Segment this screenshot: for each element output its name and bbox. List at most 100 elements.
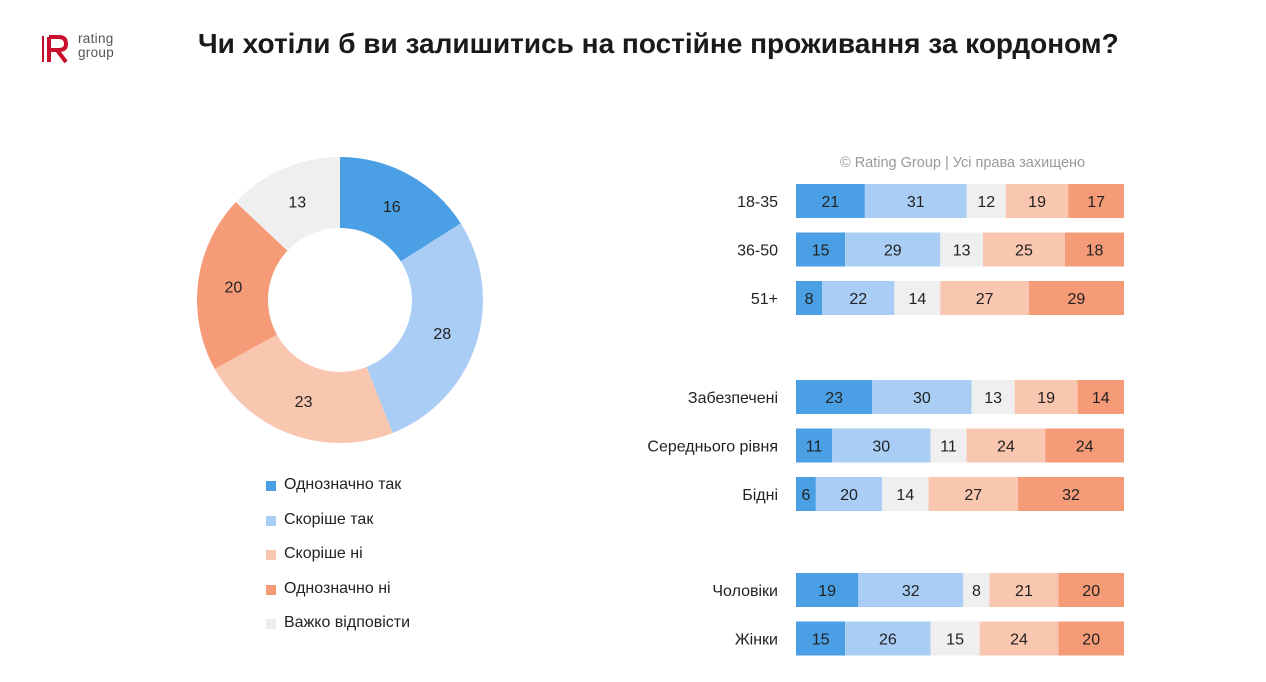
bar-segment-value: 15 <box>946 632 964 649</box>
bar-segment <box>832 428 931 463</box>
logo-r-mark <box>42 35 69 64</box>
bar-segment <box>845 232 941 267</box>
donut-slice <box>366 223 483 433</box>
bar-segment <box>966 428 1046 463</box>
bar-segment-value: 22 <box>849 291 867 308</box>
bar-segment-value: 20 <box>1082 583 1100 600</box>
bar-segment-value: 31 <box>907 194 925 211</box>
bar-segment <box>815 477 883 511</box>
donut-slice-value: 16 <box>383 199 401 216</box>
bar-segment <box>1005 184 1069 218</box>
bar-segment <box>1017 477 1124 511</box>
bar-segment-value: 15 <box>812 243 830 260</box>
bar-segment <box>1058 621 1124 656</box>
bar-row-label: 51+ <box>751 291 778 308</box>
bar-segment <box>796 428 833 463</box>
donut-slice-value: 28 <box>433 326 451 343</box>
legend-label: Скоріше ні <box>284 545 363 562</box>
donut-legend: Однозначно так Скоріше так Скоріше ні Одноз… <box>266 476 410 649</box>
bar-segment <box>940 281 1029 315</box>
bar-segment <box>894 281 941 315</box>
bar-segment-value: 21 <box>1015 583 1033 600</box>
bar-segment <box>989 573 1059 607</box>
bar-segment-value: 19 <box>1037 390 1055 407</box>
bar-segment-value: 19 <box>818 583 836 600</box>
bar-row-label: Бідні <box>742 487 778 504</box>
logo-line-2: group <box>78 45 115 60</box>
bar-segment <box>796 621 846 656</box>
bar-segment-value: 15 <box>812 632 830 649</box>
donut-slice-value: 13 <box>288 194 306 211</box>
bar-segment-value: 13 <box>953 243 971 260</box>
bar-segment <box>1068 184 1124 218</box>
bar-segment <box>796 573 859 607</box>
rating-group-logo: rating group <box>42 32 142 66</box>
bar-segment <box>796 281 823 315</box>
bar-segment <box>971 380 1015 414</box>
donut-slice-value: 23 <box>295 394 313 411</box>
bar-row-label: Забезпечені <box>688 390 778 407</box>
bar-row-label: Середнього рівня <box>647 439 778 456</box>
bar-segment-value: 24 <box>1010 632 1028 649</box>
legend-label: Однозначно так <box>284 476 402 493</box>
bar-segment-value: 20 <box>1082 632 1100 649</box>
page-title: Чи хотіли б ви залишитись на постійне пр… <box>198 28 1119 59</box>
bar-segment <box>858 573 964 607</box>
bar-row-label: Жінки <box>735 632 778 649</box>
donut-slice <box>214 334 393 444</box>
legend-label: Скоріше так <box>284 510 374 528</box>
legend-item: Скоріше ні <box>266 545 410 580</box>
bar-segment <box>928 477 1018 511</box>
bar-segment-value: 27 <box>964 487 982 504</box>
legend-swatch <box>266 481 276 491</box>
legend-swatch <box>266 584 276 595</box>
legend-swatch <box>266 550 276 560</box>
bar-segment <box>940 232 983 267</box>
bar-segment-value: 8 <box>972 583 981 600</box>
bar-segment <box>796 232 846 267</box>
bar-segment <box>1064 232 1124 267</box>
bar-segment <box>1077 380 1124 414</box>
logo-text: rating group <box>78 32 114 60</box>
bar-segment-value: 24 <box>1076 439 1094 456</box>
bar-segment <box>1014 380 1078 414</box>
bar-segment-value: 6 <box>801 487 810 504</box>
donut-slice-value: 20 <box>224 280 242 297</box>
bar-segment <box>864 184 967 218</box>
bar-segment <box>930 428 967 463</box>
bar-segment <box>872 380 972 414</box>
bar-segment-value: 8 <box>805 291 814 308</box>
bar-row-label: Чоловіки <box>712 583 778 600</box>
bar-segment <box>1058 573 1124 607</box>
bar-segment-value: 32 <box>1062 487 1080 504</box>
donut-slice <box>235 157 340 251</box>
bar-segment-value: 14 <box>1092 390 1110 407</box>
bar-segment-value: 19 <box>1028 194 1046 211</box>
bar-segment <box>966 184 1006 218</box>
bar-row-label: 36-50 <box>737 243 778 260</box>
bar-segment-value: 32 <box>902 583 920 600</box>
bar-segment-value: 13 <box>984 390 1002 407</box>
bar-segment-value: 11 <box>940 439 957 456</box>
bar-segment <box>796 184 865 218</box>
bar-segment-value: 14 <box>908 291 926 308</box>
stacked-bar-chart: 18-35 21 31 12 19 17 36-50 15 29 13 25 18 51+ 8 22 14 27… <box>647 184 1124 656</box>
bar-segment <box>979 621 1059 656</box>
bar-segment-value: 26 <box>879 632 897 649</box>
bar-segment-value: 14 <box>896 487 914 504</box>
bar-segment-value: 30 <box>913 390 931 407</box>
bar-segment-value: 30 <box>872 439 890 456</box>
bar-segment-value: 21 <box>822 194 840 211</box>
bar-segment-value: 18 <box>1086 243 1104 260</box>
bar-segment-value: 29 <box>884 243 902 260</box>
bar-segment-value: 24 <box>997 439 1015 456</box>
bar-segment-value: 29 <box>1068 291 1086 308</box>
bar-segment <box>963 573 990 607</box>
bar-segment <box>882 477 929 511</box>
legend-item: Однозначно так <box>266 476 410 511</box>
bar-segment-value: 12 <box>977 194 995 211</box>
bar-segment <box>1045 428 1124 463</box>
legend-item: Однозначно ні <box>266 580 410 615</box>
bar-segment-value: 11 <box>806 439 823 456</box>
bar-segment <box>845 621 931 656</box>
